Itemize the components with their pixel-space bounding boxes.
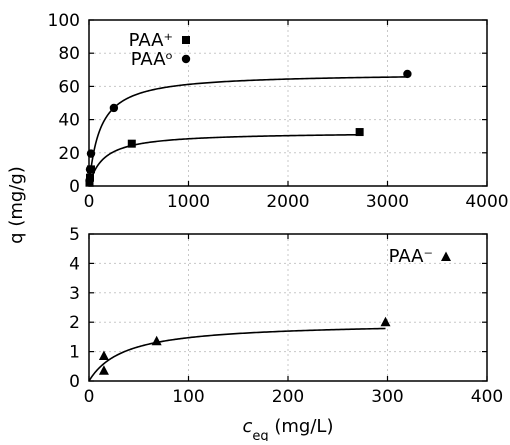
legend-label: PAAᵒ <box>131 49 173 70</box>
fit-curve <box>88 76 408 187</box>
data-point-circle <box>86 149 96 158</box>
y-tick-label: 2 <box>69 313 80 333</box>
x-tick-label: 0 <box>84 192 95 212</box>
legend-marker-circle <box>181 54 191 64</box>
y-tick-label: 60 <box>58 77 80 97</box>
x-tick-label: 1000 <box>167 192 210 212</box>
x-tick-label: 200 <box>272 387 304 407</box>
data-point-circle <box>85 176 94 186</box>
data-point-triangle <box>98 350 109 361</box>
legend-marker-triangle <box>441 251 451 261</box>
x-tick-label: 0 <box>84 387 95 407</box>
x-tick-label: 2000 <box>266 192 309 212</box>
y-tick-label: 80 <box>58 44 80 64</box>
x-tick-label: 4000 <box>465 192 508 212</box>
data-point-square <box>127 139 136 148</box>
data-point-square <box>355 128 364 137</box>
y-tick-label: 100 <box>48 11 80 31</box>
fit-curve <box>88 327 386 382</box>
data-point-triangle <box>380 316 391 327</box>
x-tick-label: 300 <box>371 387 403 407</box>
legend-marker-square <box>182 36 190 44</box>
bottom-panel: 0 100 200 300 400 0 1 2 3 4 5 PAA⁻ <box>69 225 503 407</box>
y-tick-label: 0 <box>69 372 80 392</box>
y-tick-label: 40 <box>58 111 80 131</box>
data-point-circle <box>85 165 95 174</box>
x-tick-label: 400 <box>471 387 503 407</box>
y-tick-label: 5 <box>69 225 80 245</box>
x-tick-label: 100 <box>172 387 204 407</box>
y-tick-label: 0 <box>69 177 80 197</box>
data-point-circle <box>403 69 412 79</box>
legend-label: PAA⁺ <box>129 30 173 51</box>
legend-label: PAA⁻ <box>389 246 433 267</box>
top-panel: 0 1000 2000 3000 4000 0 20 40 60 80 100 PAA⁺PAAᵒ <box>48 11 509 212</box>
data-point-triangle <box>98 365 109 375</box>
data-point-triangle <box>151 335 162 346</box>
y-tick-label: 20 <box>58 144 80 164</box>
y-axis-label: q (mg/g) <box>6 166 27 244</box>
y-tick-label: 4 <box>69 254 80 274</box>
y-tick-label: 1 <box>69 343 80 363</box>
x-tick-label: 3000 <box>366 192 409 212</box>
y-tick-label: 3 <box>69 284 80 304</box>
data-point-circle <box>109 103 119 113</box>
legend-top: PAA⁺PAAᵒ <box>129 30 191 70</box>
x-axis-label: ceq (mg/L) <box>243 416 334 441</box>
legend-bottom: PAA⁻ <box>389 246 451 267</box>
